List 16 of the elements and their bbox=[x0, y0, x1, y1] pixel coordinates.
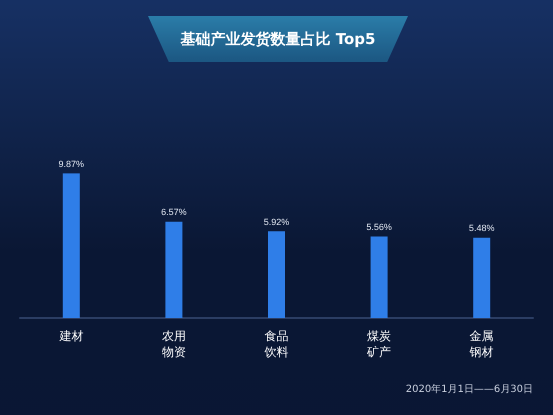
x-tick-label: 建材 bbox=[58, 329, 84, 343]
bar bbox=[370, 236, 388, 318]
x-tick-label: 农用物资 bbox=[162, 329, 186, 359]
data-label: 5.48% bbox=[468, 223, 494, 234]
data-label: 5.56% bbox=[366, 222, 392, 232]
bar bbox=[62, 173, 80, 318]
text: 2020年1月1日——6月30日 bbox=[406, 383, 533, 396]
x-tick-label: 金属钢材 bbox=[468, 329, 494, 359]
data-label: 5.92% bbox=[264, 216, 290, 227]
bar bbox=[165, 222, 182, 318]
data-label: 9.87% bbox=[58, 158, 84, 169]
bar bbox=[268, 231, 285, 318]
x-tick-label: 煤炭矿产 bbox=[366, 329, 392, 359]
data-label: 6.57% bbox=[161, 207, 187, 218]
x-tick-label: 食品饮料 bbox=[264, 329, 288, 359]
bar bbox=[473, 238, 490, 318]
